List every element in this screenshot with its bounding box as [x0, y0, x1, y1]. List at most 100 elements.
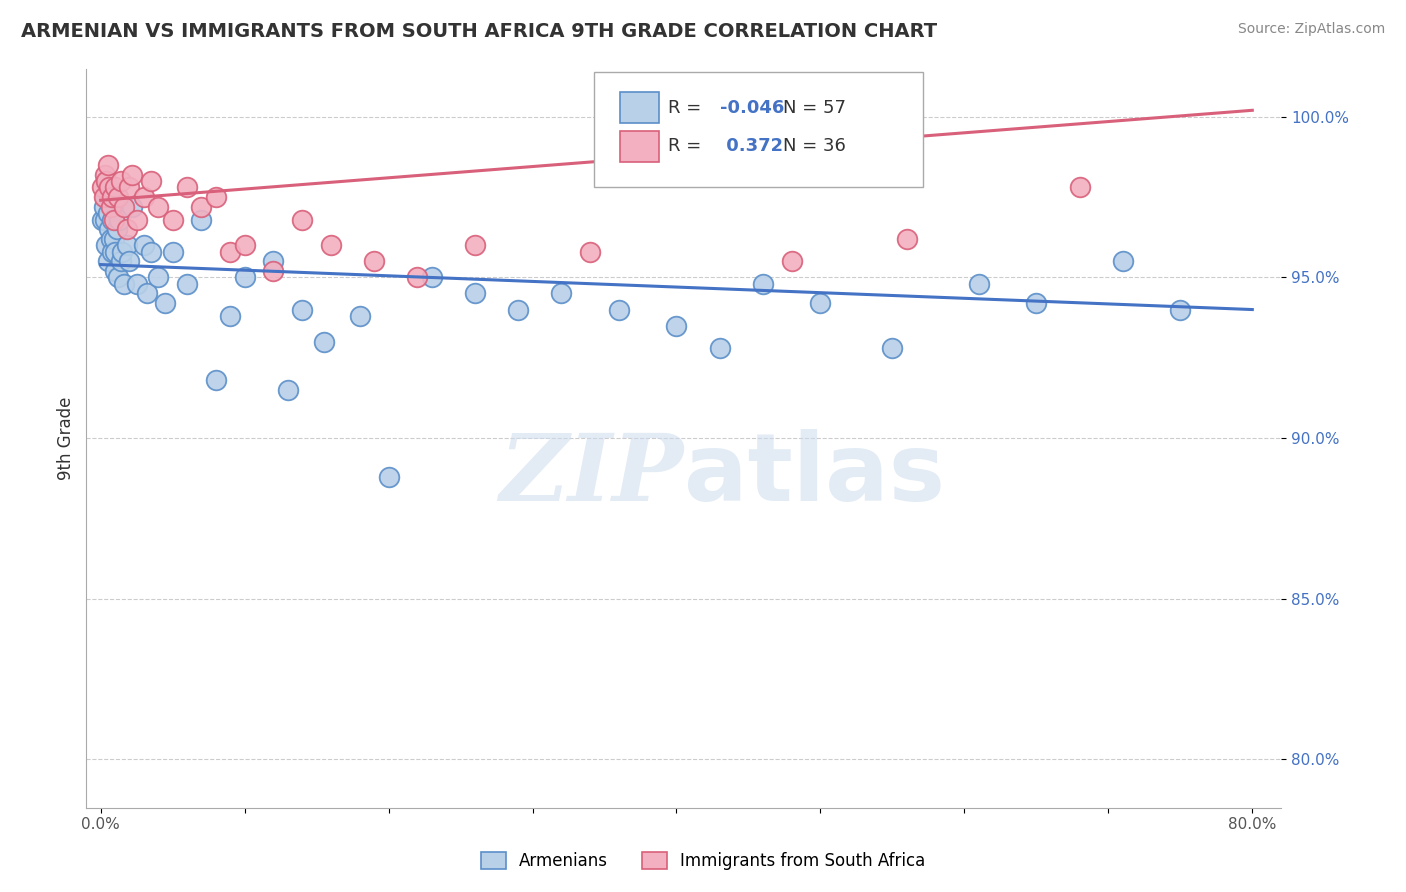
Point [709, 341, 731, 355]
Point [103, 232, 125, 246]
Point [98, 190, 121, 204]
Text: ZIP: ZIP [499, 430, 683, 520]
Point [219, 309, 242, 323]
Point [94, 212, 117, 227]
Point [262, 264, 284, 278]
Point [896, 232, 918, 246]
Text: N = 57: N = 57 [783, 99, 846, 117]
Y-axis label: 9th Grade: 9th Grade [58, 396, 75, 480]
Text: 0.372: 0.372 [720, 137, 783, 155]
Point [464, 286, 486, 301]
Point [132, 190, 155, 204]
Point [112, 277, 135, 291]
Point [190, 212, 212, 227]
Point [882, 341, 904, 355]
FancyBboxPatch shape [595, 72, 922, 186]
Point [101, 212, 124, 227]
Point [93, 200, 115, 214]
Point [752, 277, 775, 291]
Point [312, 334, 335, 349]
Point [115, 222, 138, 236]
Point [205, 190, 228, 204]
Point [550, 286, 572, 301]
Point [205, 373, 228, 387]
Point [118, 180, 141, 194]
Text: Source: ZipAtlas.com: Source: ZipAtlas.com [1237, 22, 1385, 37]
Point [97, 206, 120, 220]
Point [148, 270, 170, 285]
Text: ARMENIAN VS IMMIGRANTS FROM SOUTH AFRICA 9TH GRADE CORRELATION CHART: ARMENIAN VS IMMIGRANTS FROM SOUTH AFRICA… [21, 22, 938, 41]
Point [139, 174, 162, 188]
Point [233, 270, 256, 285]
Text: atlas: atlas [683, 429, 945, 521]
Point [233, 238, 256, 252]
Point [1069, 180, 1091, 194]
Point [107, 190, 129, 204]
Point [94, 190, 117, 204]
FancyBboxPatch shape [620, 92, 658, 123]
Point [349, 309, 371, 323]
Point [103, 212, 125, 227]
Text: R =: R = [668, 99, 707, 117]
Point [96, 174, 118, 188]
Text: N = 36: N = 36 [783, 137, 846, 155]
Point [121, 200, 143, 214]
Point [132, 238, 155, 252]
Point [93, 190, 115, 204]
Point [277, 383, 299, 397]
Point [101, 190, 124, 204]
Point [162, 212, 184, 227]
Point [100, 232, 122, 246]
Point [110, 254, 132, 268]
Point [96, 174, 118, 188]
Point [319, 238, 342, 252]
Text: R =: R = [668, 137, 707, 155]
Point [105, 222, 128, 236]
Point [406, 270, 429, 285]
Point [104, 264, 127, 278]
Point [363, 254, 385, 268]
Point [176, 180, 198, 194]
Point [125, 212, 148, 227]
Point [96, 238, 118, 252]
Point [97, 254, 120, 268]
Point [579, 244, 602, 259]
Point [104, 180, 127, 194]
Point [111, 244, 134, 259]
Text: -0.046: -0.046 [720, 99, 785, 117]
Point [291, 212, 314, 227]
Point [1112, 254, 1135, 268]
FancyBboxPatch shape [620, 130, 658, 161]
Point [125, 277, 148, 291]
Point [112, 200, 135, 214]
Point [420, 270, 443, 285]
Point [262, 254, 284, 268]
Point [190, 200, 212, 214]
Point [104, 244, 127, 259]
Point [100, 200, 122, 214]
Point [108, 212, 131, 227]
Point [107, 270, 129, 285]
Point [780, 254, 803, 268]
Point [665, 318, 688, 333]
Point [508, 302, 530, 317]
Point [91, 212, 114, 227]
Point [98, 222, 121, 236]
Point [135, 286, 157, 301]
Point [118, 254, 141, 268]
Point [291, 302, 314, 317]
Point [377, 469, 399, 483]
Point [162, 244, 184, 259]
Point [967, 277, 990, 291]
Point [139, 244, 162, 259]
Point [607, 302, 630, 317]
Point [810, 296, 832, 310]
Point [464, 238, 486, 252]
Point [94, 168, 117, 182]
Point [110, 174, 132, 188]
Point [121, 168, 143, 182]
Point [98, 180, 121, 194]
Point [115, 238, 138, 252]
Point [1168, 302, 1191, 317]
Legend: Armenians, Immigrants from South Africa: Armenians, Immigrants from South Africa [474, 845, 932, 877]
